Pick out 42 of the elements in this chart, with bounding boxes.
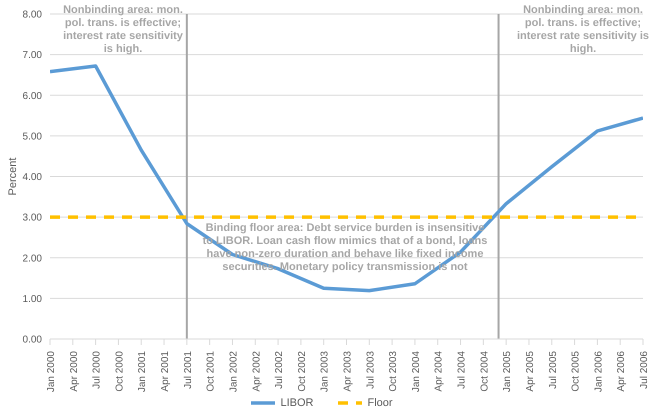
x-tick-label: Apr 2002	[251, 350, 262, 392]
x-tick-label: Jul 2000	[92, 350, 103, 389]
x-tick-label: Jan 2000	[46, 350, 57, 392]
legend-label: Floor	[366, 397, 393, 409]
y-tick-label: 3.00	[22, 212, 42, 224]
x-tick-label: Oct 2002	[296, 350, 308, 392]
x-tick-label: Apr 2005	[524, 350, 536, 392]
x-tick-label: Jan 2002	[228, 350, 240, 392]
x-tick-label: Jul 2002	[274, 350, 286, 389]
x-tick-label: Jul 2006	[639, 350, 650, 389]
x-tick-label: Jan 2005	[502, 350, 514, 392]
x-tick-label: Jan 2006	[593, 350, 604, 392]
x-tick-label: Jan 2003	[320, 350, 331, 392]
legend-label: LIBOR	[279, 397, 314, 409]
x-tick-label: Oct 2004	[479, 350, 490, 392]
x-tick-label: Jul 2005	[548, 350, 559, 389]
x-tick-label: Apr 2003	[342, 350, 354, 392]
y-axis-title: Percent	[6, 158, 19, 196]
x-tick-label: Apr 2000	[68, 350, 80, 392]
x-tick-label: Oct 2005	[570, 350, 582, 392]
x-tick-label: Apr 2001	[160, 350, 172, 392]
y-tick-label: 2.00	[22, 253, 42, 264]
y-tick-label: 5.00	[22, 131, 42, 142]
y-tick-label: 7.00	[22, 50, 42, 62]
x-tick-label: Jul 2001	[182, 350, 194, 389]
y-tick-label: 1.00	[22, 294, 42, 305]
y-tick-label: 0.00	[22, 334, 42, 346]
x-tick-label: Apr 2006	[616, 350, 628, 392]
y-tick-label: 8.00	[22, 10, 42, 21]
annotation: Nonbinding area: mon. pol. trans. is effective; interest rate sensitivity is high.	[516, 4, 650, 56]
x-tick-label: Oct 2000	[114, 350, 126, 392]
x-tick-label: Jul 2004	[456, 350, 468, 389]
annotation: Nonbinding area: mon. pol. trans. is effective; interest rate sensitivity is high.	[62, 4, 184, 56]
x-tick-label: Oct 2001	[206, 350, 217, 392]
y-tick-label: 4.00	[22, 172, 42, 184]
x-tick-label: Oct 2003	[388, 350, 400, 392]
x-tick-label: Apr 2004	[434, 350, 445, 392]
x-tick-label: Jan 2001	[137, 350, 148, 392]
line-series	[50, 64, 643, 292]
x-tick-label: Jul 2003	[365, 350, 376, 389]
x-tick-label: Jan 2004	[410, 350, 422, 392]
y-tick-label: 6.00	[22, 90, 42, 102]
